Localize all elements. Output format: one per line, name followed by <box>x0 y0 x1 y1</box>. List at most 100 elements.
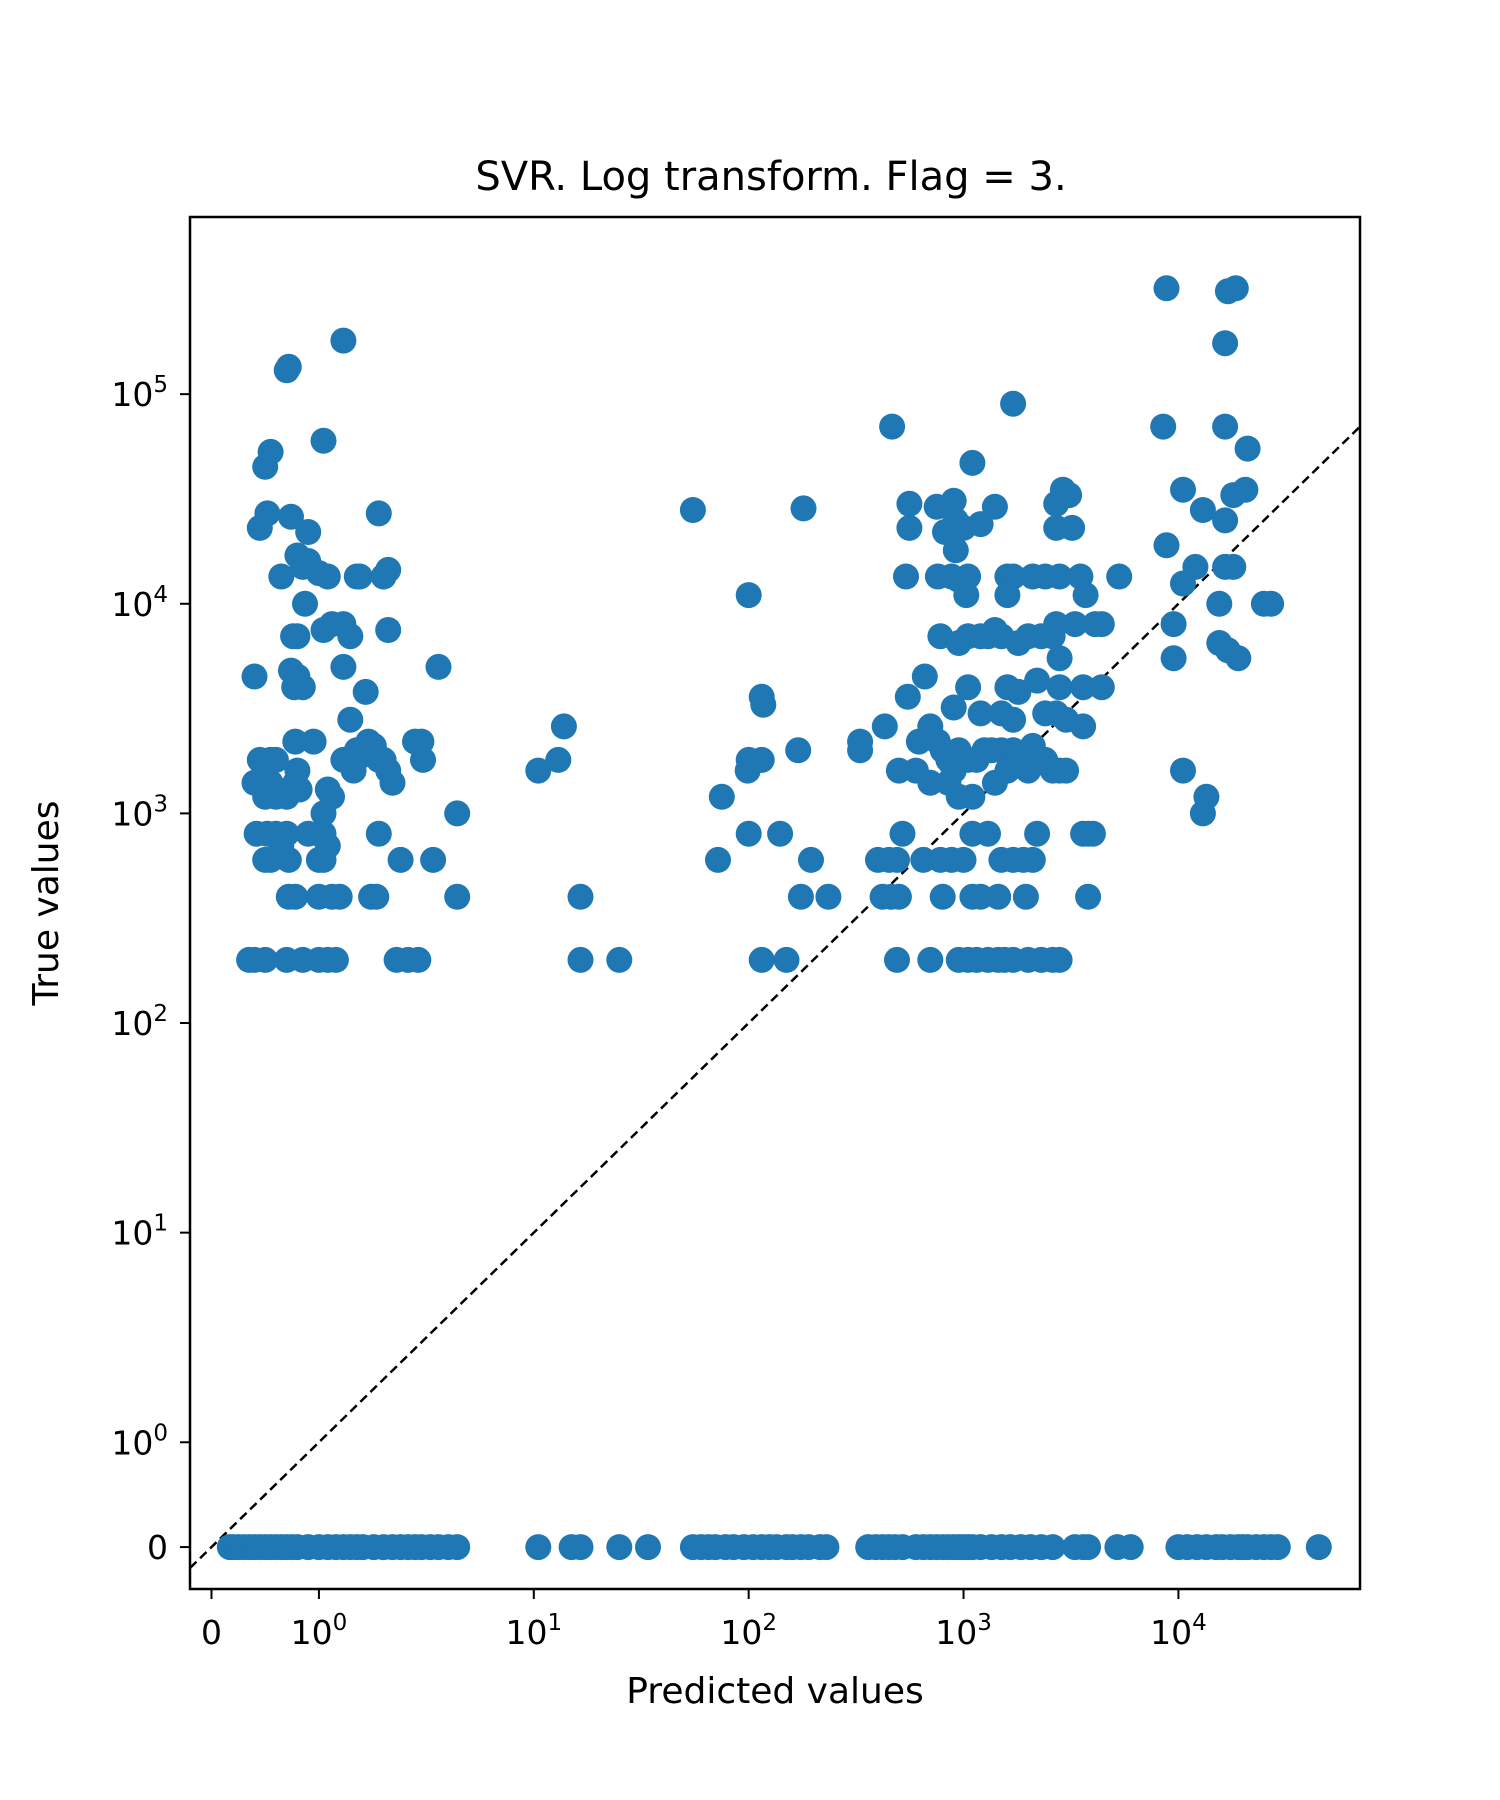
data-point <box>940 487 967 514</box>
data-point <box>1212 507 1239 534</box>
y-tick-label: 104 <box>111 582 168 624</box>
data-point <box>1160 611 1187 638</box>
data-point <box>310 846 337 873</box>
data-point <box>567 946 594 973</box>
y-tick-label: 102 <box>111 1001 168 1043</box>
data-point <box>314 563 341 590</box>
data-point <box>959 449 986 476</box>
data-point <box>785 737 812 764</box>
data-point <box>246 514 273 541</box>
data-point <box>379 769 406 796</box>
data-point <box>606 946 633 973</box>
data-point <box>708 783 735 810</box>
data-point <box>911 663 938 690</box>
data-point <box>787 883 814 910</box>
data-point <box>1072 582 1099 609</box>
x-tick-label: 104 <box>1150 1610 1207 1652</box>
data-point <box>567 1534 594 1561</box>
data-point <box>929 883 956 910</box>
data-point <box>310 427 337 454</box>
data-point <box>879 413 906 440</box>
x-axis-label: Predicted values <box>626 1671 924 1712</box>
data-point <box>1170 757 1196 784</box>
data-point <box>896 514 923 541</box>
data-point <box>1212 413 1239 440</box>
data-point <box>893 563 919 590</box>
data-point <box>425 653 452 680</box>
data-point <box>444 1534 471 1561</box>
data-point <box>885 883 912 910</box>
data-point <box>750 691 777 718</box>
y-tick-label: 100 <box>111 1420 168 1462</box>
data-point <box>967 700 994 727</box>
data-point <box>1000 706 1027 733</box>
data-point <box>1160 645 1187 672</box>
data-point <box>1106 563 1133 590</box>
data-point <box>1046 674 1073 701</box>
data-point <box>1019 846 1046 873</box>
data-point <box>1193 783 1220 810</box>
data-point <box>1046 946 1073 973</box>
data-point <box>1039 623 1066 650</box>
data-point <box>268 563 295 590</box>
data-point <box>550 713 577 740</box>
y-tick-label: 0 <box>147 1528 168 1567</box>
data-point <box>1150 413 1177 440</box>
data-point <box>295 519 322 545</box>
data-point <box>410 746 436 773</box>
data-point <box>525 757 552 784</box>
data-point <box>871 713 898 740</box>
data-point <box>300 728 327 755</box>
data-point <box>1088 611 1115 638</box>
data-point <box>1070 713 1097 740</box>
chart-title: SVR. Log transform. Flag = 3. <box>475 154 1066 200</box>
data-point <box>790 495 817 522</box>
data-point <box>330 653 357 680</box>
data-point <box>635 1534 661 1561</box>
data-point <box>310 800 337 827</box>
data-point <box>257 438 284 465</box>
data-point <box>950 846 977 873</box>
data-point <box>1220 553 1247 580</box>
data-point <box>1075 883 1102 910</box>
data-point <box>282 728 309 755</box>
x-tick-label: 100 <box>291 1610 348 1652</box>
data-point <box>337 623 364 650</box>
data-point <box>1005 678 1032 705</box>
data-point <box>1234 435 1261 462</box>
data-point <box>981 493 1008 520</box>
data-point <box>1170 570 1196 597</box>
data-point <box>735 582 762 609</box>
data-point <box>337 706 364 733</box>
data-point <box>286 776 313 803</box>
data-point <box>346 563 373 590</box>
data-point <box>1024 820 1051 847</box>
data-point <box>289 674 316 701</box>
data-point <box>975 820 1001 847</box>
data-point <box>1000 390 1027 417</box>
data-point <box>1305 1534 1332 1561</box>
data-point <box>1075 820 1102 847</box>
data-point <box>282 883 309 910</box>
x-tick-label: 102 <box>720 1610 777 1652</box>
data-point <box>1053 757 1080 784</box>
data-point <box>679 497 706 523</box>
data-point <box>735 820 762 847</box>
data-point <box>420 846 447 873</box>
data-point <box>813 1534 840 1561</box>
data-point <box>252 946 279 973</box>
y-axis-label: True values <box>26 801 67 1007</box>
data-point <box>1189 497 1216 523</box>
y-tick-label: 101 <box>111 1211 168 1253</box>
data-point <box>798 846 824 873</box>
data-point <box>545 746 572 773</box>
data-point <box>292 590 318 617</box>
data-point <box>444 883 471 910</box>
data-point <box>365 820 392 847</box>
data-point <box>280 623 307 650</box>
data-point <box>889 820 916 847</box>
x-tick-label: 101 <box>505 1610 562 1652</box>
data-point <box>606 1534 633 1561</box>
y-tick-label: 105 <box>111 372 168 414</box>
